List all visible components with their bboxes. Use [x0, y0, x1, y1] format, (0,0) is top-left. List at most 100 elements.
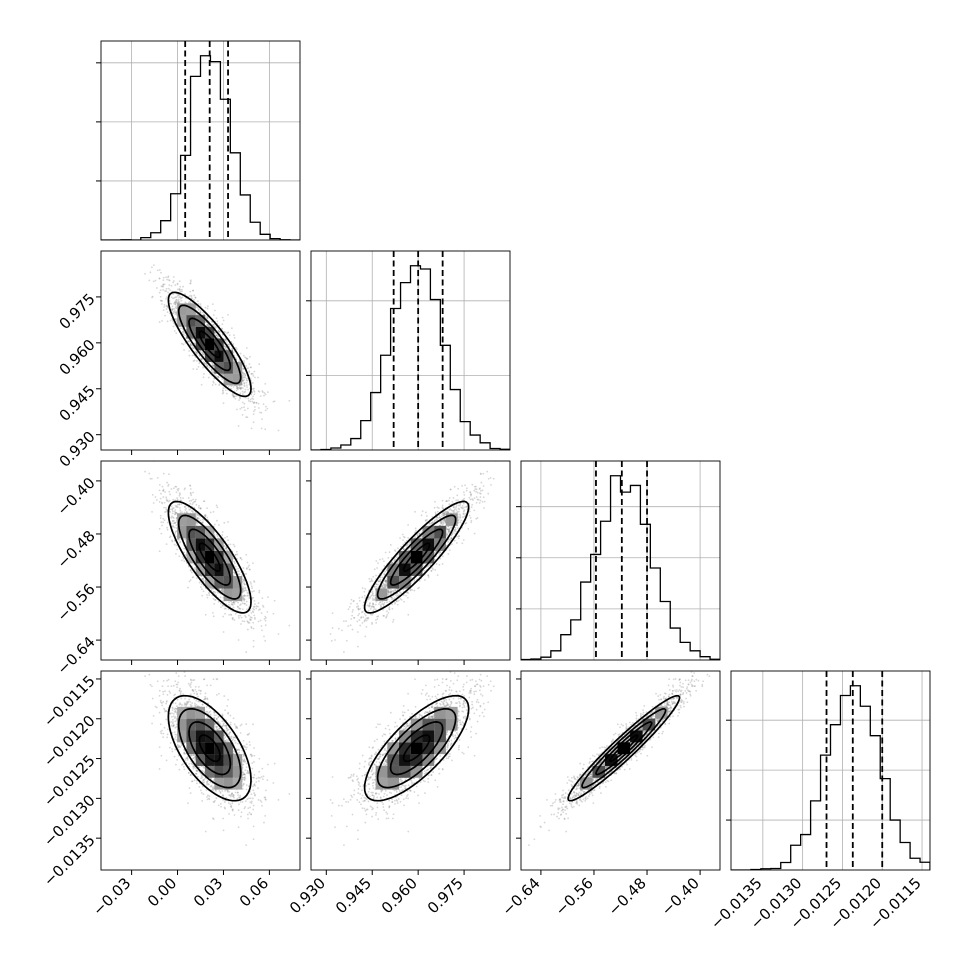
sample-point — [259, 608, 261, 611]
sample-point — [250, 583, 252, 585]
sample-point — [207, 364, 209, 367]
sample-point — [237, 425, 240, 427]
sample-point — [236, 605, 239, 608]
sample-point — [207, 324, 209, 327]
sample-point — [246, 608, 248, 611]
sample-point — [221, 589, 224, 592]
sample-point — [204, 321, 207, 324]
sample-point — [233, 601, 235, 604]
sample-point — [172, 498, 175, 501]
sample-point — [195, 351, 198, 354]
sample-point — [195, 512, 198, 515]
sample-point — [232, 386, 235, 388]
sample-point — [253, 580, 255, 582]
sample-point — [218, 324, 221, 327]
sample-point — [215, 334, 218, 337]
sample-point — [243, 373, 245, 376]
sample-point — [251, 397, 253, 400]
sample-point — [236, 387, 239, 390]
sample-point — [245, 568, 248, 570]
sample-point — [246, 416, 249, 419]
sample-point — [190, 494, 193, 497]
sample-point — [151, 494, 154, 496]
sample-point — [213, 332, 216, 334]
sample-point — [221, 590, 224, 593]
sample-point — [179, 511, 182, 514]
sample-point — [272, 612, 275, 615]
sample-point — [206, 596, 209, 599]
sample-point — [248, 363, 251, 365]
sample-point — [230, 614, 233, 616]
sample-point — [171, 520, 174, 522]
sample-point — [172, 525, 175, 528]
sample-point — [206, 323, 209, 326]
sample-point — [252, 388, 255, 390]
sample-point — [195, 521, 198, 524]
sample-point — [184, 301, 187, 304]
sample-point — [221, 531, 224, 533]
sample-point — [175, 313, 178, 316]
sample-point — [204, 515, 207, 518]
sample-point — [198, 581, 201, 584]
sample-point — [175, 298, 178, 301]
sample-point — [167, 275, 170, 278]
sample-point — [161, 319, 163, 322]
sample-point — [233, 603, 236, 605]
sample-point — [176, 506, 179, 509]
sample-point — [191, 338, 194, 341]
sample-point — [166, 481, 169, 484]
sample-point — [195, 577, 198, 580]
sample-point — [244, 594, 247, 597]
sample-point — [193, 500, 196, 503]
sample-point — [189, 282, 192, 285]
sample-point — [196, 360, 198, 362]
axes-frame — [310, 250, 511, 451]
sample-point — [155, 287, 158, 289]
sample-point — [145, 452, 147, 454]
sample-point — [214, 599, 216, 601]
sample-point — [243, 598, 246, 601]
sample-point — [215, 533, 218, 536]
sample-point — [164, 290, 166, 292]
sample-point — [175, 512, 178, 515]
sample-point — [194, 500, 197, 503]
sample-point — [179, 496, 182, 499]
sample-point — [253, 605, 256, 608]
sample-point — [172, 293, 175, 296]
sample-point — [183, 511, 186, 514]
sample-point — [181, 290, 183, 293]
sample-point — [179, 297, 182, 300]
sample-point — [234, 553, 237, 556]
sample-point — [254, 603, 256, 606]
sample-point — [241, 620, 244, 623]
sample-point — [212, 380, 215, 383]
sample-point — [165, 498, 168, 501]
sample-point — [202, 590, 205, 593]
sample-point — [179, 290, 182, 293]
sample-point — [201, 521, 204, 523]
sample-point — [249, 568, 251, 571]
sample-point — [221, 392, 224, 395]
sample-point — [165, 499, 168, 502]
sample-point — [252, 611, 255, 614]
sample-point — [264, 619, 267, 622]
sample-point — [193, 567, 196, 569]
sample-point — [198, 354, 201, 357]
sample-point — [165, 496, 168, 499]
sample-point — [248, 614, 250, 617]
sample-point — [225, 392, 228, 395]
sample-point — [249, 616, 252, 618]
sample-point — [175, 491, 178, 494]
sample-point — [243, 409, 246, 412]
density-cell — [186, 315, 196, 327]
sample-point — [177, 301, 180, 304]
sample-point — [167, 291, 169, 294]
sample-point — [241, 374, 244, 377]
sample-point — [192, 576, 195, 579]
sample-point — [179, 295, 181, 298]
sample-point — [174, 300, 177, 302]
sample-point — [193, 359, 196, 362]
sample-point — [221, 588, 224, 591]
sample-point — [196, 307, 199, 309]
sample-point — [255, 402, 258, 404]
